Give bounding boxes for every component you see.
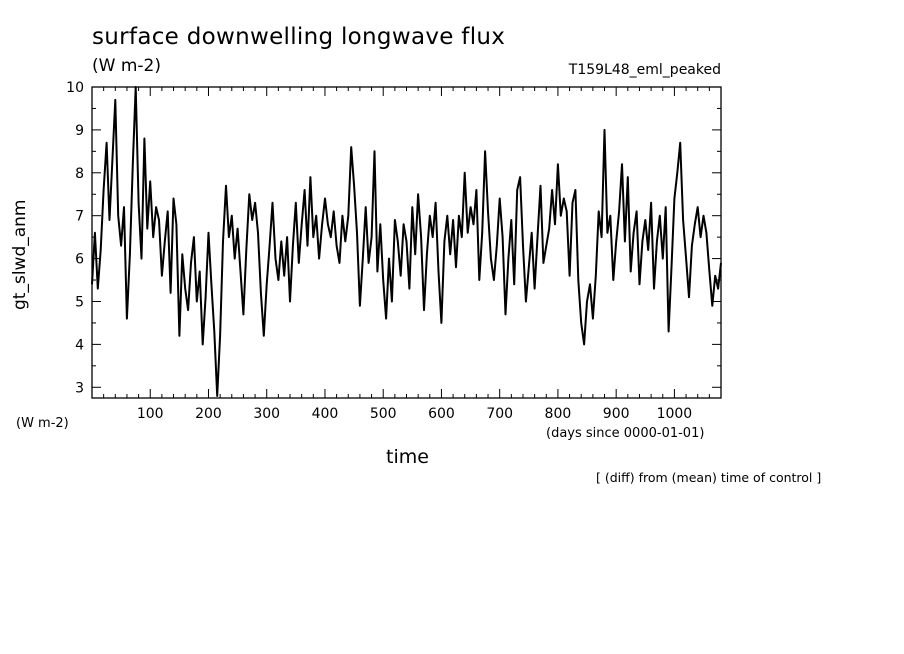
x-tick-label: 400 [312,406,339,422]
y-tick-label: 5 [75,294,84,310]
y-tick-label: 4 [75,337,84,353]
plot-frame [91,86,722,399]
y-tick-label: 9 [75,123,84,139]
x-tick-label: 500 [370,406,397,422]
y-tick-label: 7 [75,209,84,225]
y-axis-units: (W m-2) [16,416,69,431]
y-tick-label: 10 [66,80,84,96]
x-tick-label: 100 [137,406,164,422]
x-tick-label: 700 [486,406,513,422]
y-tick-label: 6 [75,252,84,268]
x-tick-label: 800 [545,406,572,422]
x-tick-label: 600 [428,406,455,422]
x-tick-label: 900 [603,406,630,422]
x-tick-label: 200 [195,406,222,422]
series-line [91,86,722,397]
x-tick-label: 300 [253,406,280,422]
y-tick-label: 3 [75,380,84,396]
tick-labels: 100 200 300 400 500 600 700 800 900 1000 3 4 5 6 7 8 9 10 [66,80,692,422]
comparison-note: [ (diff) from (mean) time of control ] [596,470,822,485]
run-label: T159L48_eml_peaked [568,62,721,78]
x-axis-units: (days since 0000-01-01) [546,426,705,441]
chart-units: (W m-2) [92,56,161,76]
y-tick-label: 8 [75,166,84,182]
chart-title: surface downwelling longwave flux [92,24,506,50]
x-tick-label: 1000 [657,406,693,422]
x-axis-label: time [386,446,429,468]
